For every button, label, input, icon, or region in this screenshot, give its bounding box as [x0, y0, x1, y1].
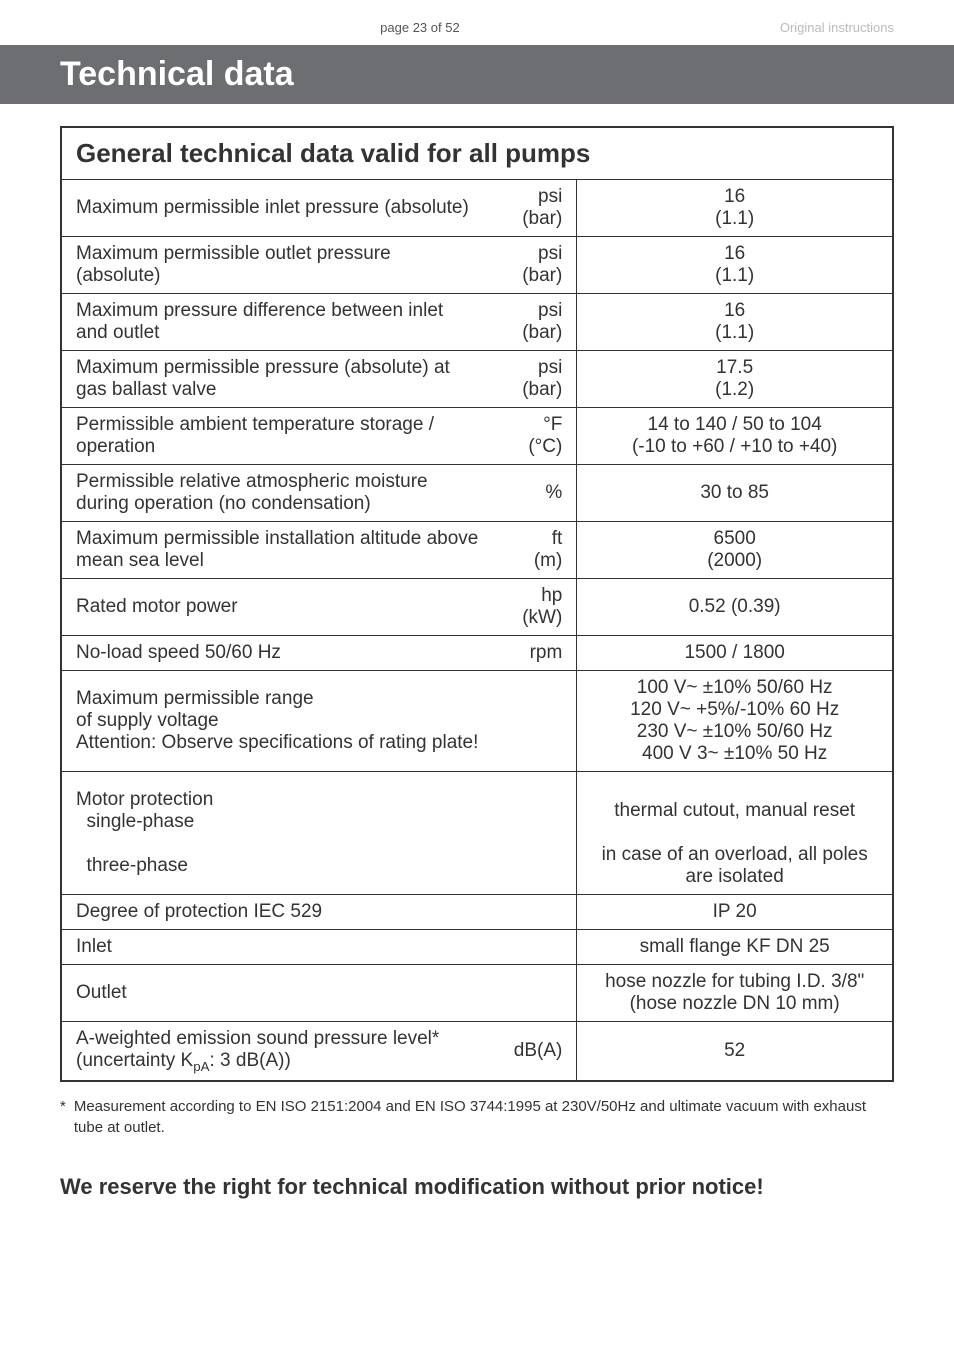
table-row: Maximum permissible outlet pressure (abs… [61, 237, 893, 294]
row-unit: ft (m) [494, 522, 577, 579]
row-unit: dB(A) [494, 1022, 577, 1081]
row-value: 52 [577, 1022, 893, 1081]
row-label: Outlet [61, 965, 494, 1022]
table-row: No-load speed 50/60 Hzrpm1500 / 1800 [61, 636, 893, 671]
row-unit: hp (kW) [494, 579, 577, 636]
row-value: thermal cutout, manual reset in case of … [577, 772, 893, 895]
row-label: Maximum permissible outlet pressure (abs… [61, 237, 494, 294]
footnote-marker: * [60, 1096, 66, 1138]
row-value: 16 (1.1) [577, 180, 893, 237]
section-title-bar: Technical data [0, 45, 954, 104]
row-unit: psi (bar) [494, 294, 577, 351]
row-value: 0.52 (0.39) [577, 579, 893, 636]
row-value: 6500 (2000) [577, 522, 893, 579]
row-label: Maximum permissible installation altitud… [61, 522, 494, 579]
row-unit: psi (bar) [494, 237, 577, 294]
row-value: IP 20 [577, 895, 893, 930]
row-value: 100 V~ ±10% 50/60 Hz 120 V~ +5%/-10% 60 … [577, 671, 893, 772]
table-row: Inlet small flange KF DN 25 [61, 930, 893, 965]
row-value: 30 to 85 [577, 465, 893, 522]
row-label: Maximum permissible range of supply volt… [61, 671, 494, 772]
row-unit: rpm [494, 636, 577, 671]
row-value: 1500 / 1800 [577, 636, 893, 671]
page-header: page 23 of 52 Original instructions [60, 0, 894, 45]
table-row: Degree of protection IEC 529 IP 20 [61, 895, 893, 930]
row-unit: °F (°C) [494, 408, 577, 465]
row-unit [494, 671, 577, 772]
row-unit [494, 895, 577, 930]
row-label: Permissible relative atmospheric moistur… [61, 465, 494, 522]
row-label: Motor protection single-phase three-phas… [61, 772, 494, 895]
row-value: 16 (1.1) [577, 294, 893, 351]
table-row: Rated motor powerhp (kW)0.52 (0.39) [61, 579, 893, 636]
footnote: * Measurement according to EN ISO 2151:2… [60, 1096, 894, 1138]
row-label: A-weighted emission sound pressure level… [61, 1022, 494, 1081]
table-row: Permissible relative atmospheric moistur… [61, 465, 893, 522]
table-section-header: General technical data valid for all pum… [61, 127, 893, 180]
table-row: Maximum permissible installation altitud… [61, 522, 893, 579]
row-label: Maximum pressure difference between inle… [61, 294, 494, 351]
row-value: 17.5 (1.2) [577, 351, 893, 408]
table-row: Maximum permissible inlet pressure (abso… [61, 180, 893, 237]
row-label: Maximum permissible inlet pressure (abso… [61, 180, 494, 237]
table-row: Maximum pressure difference between inle… [61, 294, 893, 351]
row-unit [494, 965, 577, 1022]
row-value: small flange KF DN 25 [577, 930, 893, 965]
row-label: Permissible ambient temperature storage … [61, 408, 494, 465]
table-row: Maximum permissible pressure (absolute) … [61, 351, 893, 408]
row-value: hose nozzle for tubing I.D. 3/8" (hose n… [577, 965, 893, 1022]
row-value: 16 (1.1) [577, 237, 893, 294]
table-row: Permissible ambient temperature storage … [61, 408, 893, 465]
row-unit [494, 930, 577, 965]
row-label: Rated motor power [61, 579, 494, 636]
row-unit: psi (bar) [494, 180, 577, 237]
row-label: Maximum permissible pressure (absolute) … [61, 351, 494, 408]
table-row: A-weighted emission sound pressure level… [61, 1022, 893, 1081]
row-value: 14 to 140 / 50 to 104 (-10 to +60 / +10 … [577, 408, 893, 465]
doc-type-label: Original instructions [780, 20, 894, 35]
bottom-notice: We reserve the right for technical modif… [60, 1174, 894, 1200]
row-label: Degree of protection IEC 529 [61, 895, 494, 930]
row-label: Inlet [61, 930, 494, 965]
table-row: Maximum permissible range of supply volt… [61, 671, 893, 772]
row-unit: psi (bar) [494, 351, 577, 408]
footnote-text: Measurement according to EN ISO 2151:200… [74, 1096, 894, 1138]
tech-data-table: General technical data valid for all pum… [60, 126, 894, 1082]
row-unit [494, 772, 577, 895]
table-row: Outlet hose nozzle for tubing I.D. 3/8" (… [61, 965, 893, 1022]
page-number: page 23 of 52 [380, 20, 460, 35]
row-label: No-load speed 50/60 Hz [61, 636, 494, 671]
row-unit: % [494, 465, 577, 522]
table-row: Motor protection single-phase three-phas… [61, 772, 893, 895]
